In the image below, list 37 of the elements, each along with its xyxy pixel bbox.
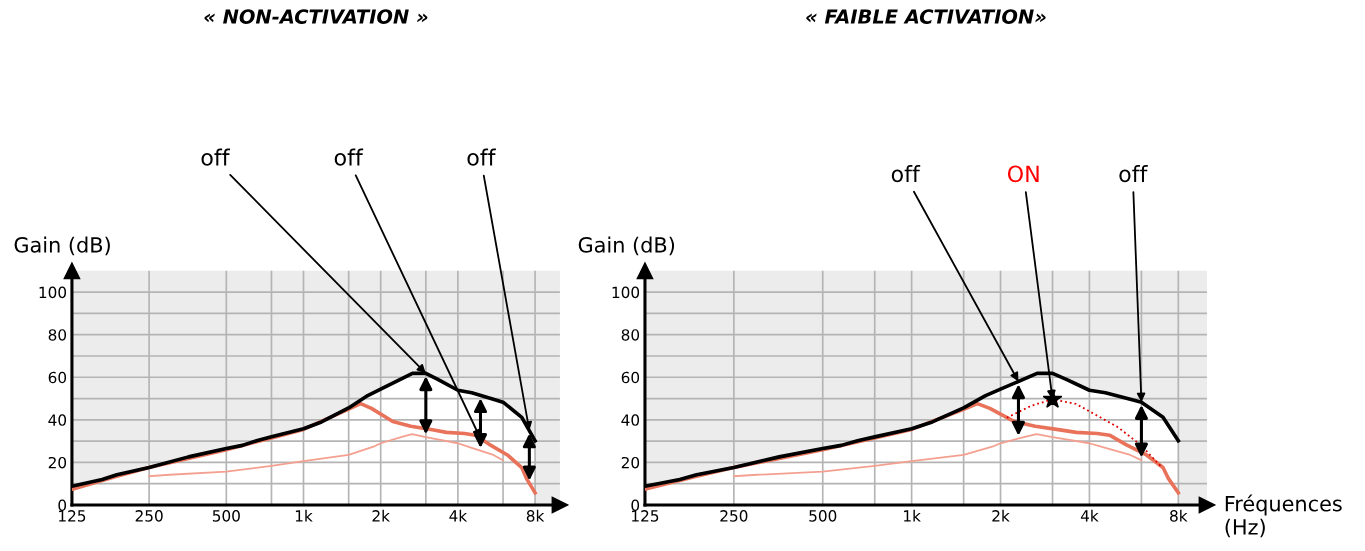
- y-tick-label: 0: [631, 499, 640, 512]
- annotation: ON: [1007, 165, 1039, 183]
- y-axis-title: Gain (dB): [14, 236, 110, 256]
- x-tick-label: 2k: [992, 509, 1010, 522]
- chart-title: « NON-ACTIVATION »: [204, 9, 428, 24]
- y-tick-label: 60: [621, 371, 640, 384]
- y-tick-label: 100: [612, 286, 640, 299]
- annotation: off: [334, 148, 364, 166]
- x-tick-label: 4k: [449, 509, 468, 522]
- y-tick-label: 100: [39, 286, 67, 299]
- y-tick-label: 80: [48, 329, 67, 341]
- chart-title: « FAIBLE ACTIVATION»: [806, 9, 1046, 24]
- x-tick-label: 2k: [372, 509, 390, 522]
- x-tick-label: 250: [135, 510, 163, 522]
- annotation: off: [1119, 165, 1148, 183]
- y-axis-title: Gain (dB): [578, 236, 675, 256]
- x-tick-label: 1k: [904, 509, 921, 522]
- x-tick-label: 8k: [526, 509, 545, 522]
- y-tick-label: 0: [58, 499, 67, 512]
- x-axis-title: Fréquences (Hz): [1225, 494, 1342, 538]
- y-tick-label: 40: [621, 414, 640, 426]
- x-tick-label: 250: [720, 510, 748, 522]
- x-tick-label: 125: [59, 510, 86, 522]
- annotation: off: [467, 148, 496, 166]
- y-tick-label: 60: [48, 371, 67, 384]
- annotation: off: [201, 148, 230, 166]
- x-tick-label: 8k: [1170, 509, 1188, 522]
- x-tick-label: 1k: [295, 509, 313, 522]
- y-tick-label: 40: [48, 414, 67, 426]
- y-tick-label: 20: [48, 456, 67, 469]
- y-tick-label: 80: [621, 329, 640, 341]
- y-tick-label: 20: [621, 456, 640, 469]
- annotation: off: [891, 165, 921, 183]
- x-tick-label: 4k: [1080, 509, 1099, 522]
- x-tick-label: 500: [212, 510, 240, 522]
- x-tick-label: 500: [809, 510, 837, 522]
- x-tick-label: 125: [632, 510, 659, 522]
